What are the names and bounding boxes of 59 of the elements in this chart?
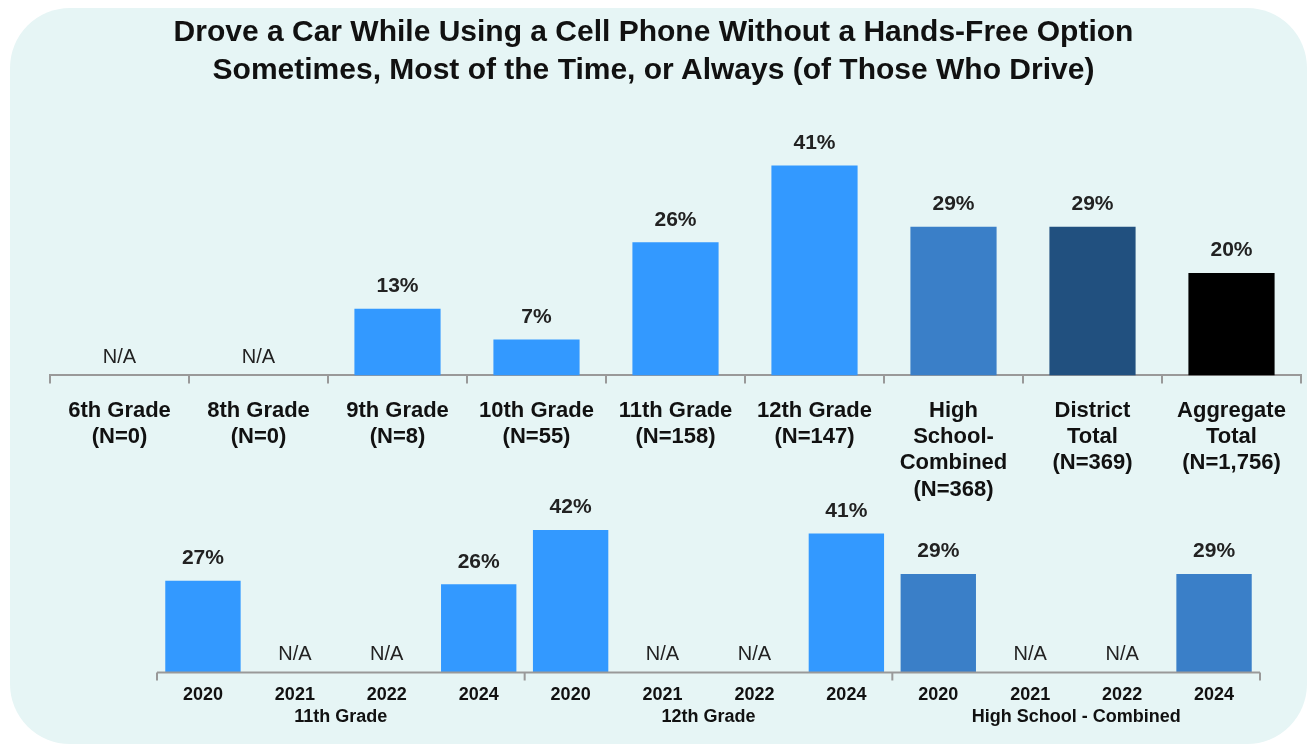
- x-tick-label: 2020: [550, 684, 591, 705]
- x-tick-label: 2021: [274, 684, 315, 705]
- data-label: 20%: [1210, 237, 1253, 261]
- data-label: 41%: [793, 129, 836, 153]
- text: N/A: [370, 641, 404, 664]
- data-label: 41%: [825, 497, 868, 521]
- bar: [900, 574, 976, 673]
- data-label: 26%: [457, 548, 501, 572]
- x-tick-label: 2021: [1010, 684, 1051, 705]
- data-label: 7%: [521, 303, 552, 327]
- text: N/A: [102, 344, 137, 367]
- x-tick-label: 2021: [642, 684, 683, 705]
- bar: [808, 533, 885, 673]
- x-tick-label: 2022: [366, 684, 407, 705]
- data-label: 13%: [376, 273, 419, 297]
- bar: [1049, 226, 1136, 376]
- x-tick-label: 2020: [182, 684, 223, 705]
- text: N/A: [737, 641, 772, 664]
- text: 12th Grade: [661, 706, 756, 727]
- text: 11th Grade: [294, 706, 388, 727]
- bar: [532, 530, 609, 673]
- x-tick-label: 9th Grade (N=8): [346, 396, 449, 449]
- bar: [910, 226, 997, 376]
- bar: [354, 308, 441, 376]
- data-label: 29%: [1071, 191, 1114, 215]
- x-tick-label: 2024: [458, 684, 499, 705]
- bar: [1188, 272, 1275, 376]
- data-label: 29%: [932, 191, 975, 215]
- x-tick-label: Aggregate Total (N=1,756): [1177, 396, 1286, 475]
- bar: [771, 165, 858, 376]
- x-tick-label: 11th Grade (N=158): [618, 396, 733, 449]
- text: N/A: [1105, 641, 1139, 664]
- data-label: 27%: [181, 545, 225, 569]
- data-label: 26%: [654, 206, 697, 230]
- x-tick-label: District Total (N=369): [1052, 396, 1133, 475]
- text: N/A: [278, 641, 312, 664]
- x-tick-label: 12th Grade (N=147): [757, 396, 872, 449]
- text: High School - Combined: [971, 706, 1181, 727]
- bar: [632, 242, 719, 376]
- chart-title: Drove a Car While Using a Cell Phone Without a Hands-Free Option Sometimes, Most of the Time, or Always (of Those Who Drive): [172, 13, 1135, 87]
- bar: [1176, 574, 1252, 673]
- text: N/A: [1013, 641, 1047, 664]
- x-tick-label: 2020: [918, 684, 959, 705]
- x-tick-label: 2024: [1194, 684, 1235, 705]
- text: N/A: [645, 641, 680, 664]
- x-tick-label: 10th Grade (N=55): [479, 396, 594, 449]
- bar: [493, 339, 580, 376]
- x-tick-label: High School- Combined (N=368): [899, 396, 1008, 501]
- bar: [165, 580, 241, 673]
- x-tick-label: 8th Grade (N=0): [207, 396, 310, 449]
- x-tick-label: 2024: [826, 684, 867, 705]
- x-tick-label: 2022: [734, 684, 775, 705]
- data-label: 42%: [549, 494, 592, 518]
- data-label: 29%: [917, 538, 960, 562]
- data-label: 29%: [1193, 538, 1236, 562]
- x-tick-label: 2022: [1102, 684, 1143, 705]
- bar: [441, 584, 517, 673]
- text: N/A: [241, 344, 276, 367]
- x-tick-label: 6th Grade (N=0): [68, 396, 171, 449]
